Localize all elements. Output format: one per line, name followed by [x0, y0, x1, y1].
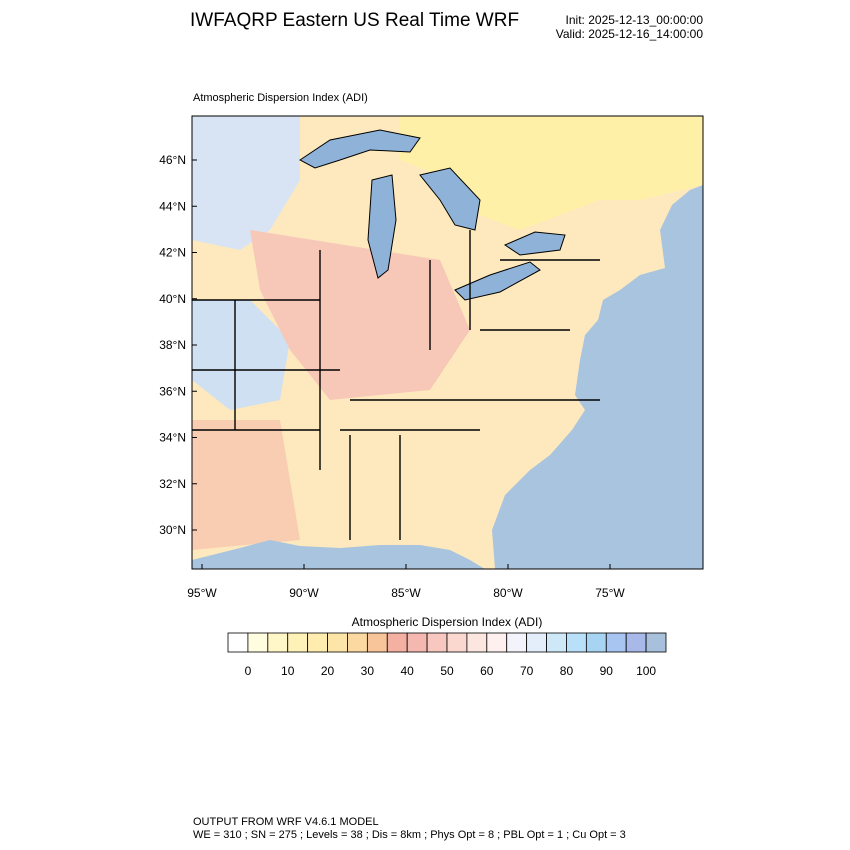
- lon-label: 85°W: [391, 586, 421, 600]
- colorbar-label: 10: [281, 664, 295, 678]
- lake-huron: [419, 167, 481, 231]
- colorbar-box: [307, 632, 328, 653]
- lon-label: 80°W: [493, 586, 523, 600]
- colorbar-box: [625, 632, 647, 653]
- lat-label: 44°N: [159, 199, 186, 213]
- colorbar-label: 30: [361, 664, 375, 678]
- init-time: Init: 2025-12-13_00:00:00: [566, 13, 704, 27]
- state-borders: [192, 230, 600, 540]
- colorbar-label: 100: [636, 664, 656, 678]
- colorbar-box: [546, 632, 567, 653]
- lat-label: 36°N: [159, 384, 186, 398]
- colorbar-box: [247, 632, 269, 653]
- colorbar-box: [267, 632, 289, 653]
- colorbar-box: [347, 632, 368, 653]
- lat-label: 40°N: [159, 292, 186, 306]
- colorbar-box: [327, 632, 348, 653]
- colorbar-box: [605, 632, 627, 653]
- colorbar-box: [386, 632, 408, 653]
- colorbar-label: 90: [600, 664, 614, 678]
- colorbar-box: [506, 632, 528, 653]
- colorbar-box: [227, 632, 249, 653]
- lake-superior: [299, 129, 421, 169]
- colorbar: 0 10 20 30 40 50 60 70 80 90 100: [227, 632, 667, 678]
- colorbar-label: 50: [440, 664, 454, 678]
- valid-time: Valid: 2025-12-16_14:00:00: [556, 27, 704, 41]
- lat-label: 46°N: [159, 153, 186, 167]
- map-subtitle: Atmospheric Dispersion Index (ADI): [193, 92, 368, 104]
- lake-erie: [454, 261, 541, 301]
- colorbar-box: [287, 632, 309, 653]
- colorbar-label: 60: [480, 664, 494, 678]
- footer-line: OUTPUT FROM WRF V4.6.1 MODEL: [193, 816, 379, 828]
- pink-patch: [192, 420, 300, 550]
- atlantic: [492, 185, 703, 569]
- colorbar-box: [366, 632, 388, 653]
- lake-michigan: [367, 174, 397, 279]
- colorbar-label: 40: [401, 664, 415, 678]
- lat-label: 32°N: [159, 477, 186, 491]
- colorbar-box: [486, 632, 508, 653]
- blue-patch: [192, 300, 290, 410]
- colorbar-box: [426, 632, 448, 653]
- colorbar-title: Atmospheric Dispersion Index (ADI): [352, 615, 543, 629]
- title: IWFAQRP Eastern US Real Time WRF: [190, 10, 519, 31]
- colorbar-label: 80: [560, 664, 574, 678]
- colorbar-box: [645, 632, 667, 653]
- footer-line: WE = 310 ; SN = 275 ; Levels = 38 ; Dis …: [193, 829, 626, 841]
- colorbar-label: 70: [520, 664, 534, 678]
- lon-label: 95°W: [187, 586, 217, 600]
- gulf: [192, 540, 485, 569]
- colorbar-label: 0: [245, 664, 252, 678]
- colorbar-box: [585, 632, 607, 653]
- lat-label: 42°N: [159, 246, 186, 260]
- colorbar-box: [526, 632, 547, 653]
- pink-patch: [250, 230, 470, 400]
- colorbar-box: [446, 632, 468, 653]
- map-area: [192, 116, 703, 569]
- colorbar-box: [566, 632, 587, 653]
- colorbar-box: [406, 632, 428, 653]
- lon-label: 90°W: [289, 586, 319, 600]
- lon-label: 75°W: [595, 586, 625, 600]
- lake-ontario: [503, 231, 566, 256]
- colorbar-box: [466, 632, 488, 653]
- lat-label: 34°N: [159, 431, 186, 445]
- lat-label: 30°N: [159, 523, 186, 537]
- blue-patch: [192, 116, 300, 250]
- lat-label: 38°N: [159, 338, 186, 352]
- map-frame: [191, 115, 704, 570]
- colorbar-label: 20: [321, 664, 335, 678]
